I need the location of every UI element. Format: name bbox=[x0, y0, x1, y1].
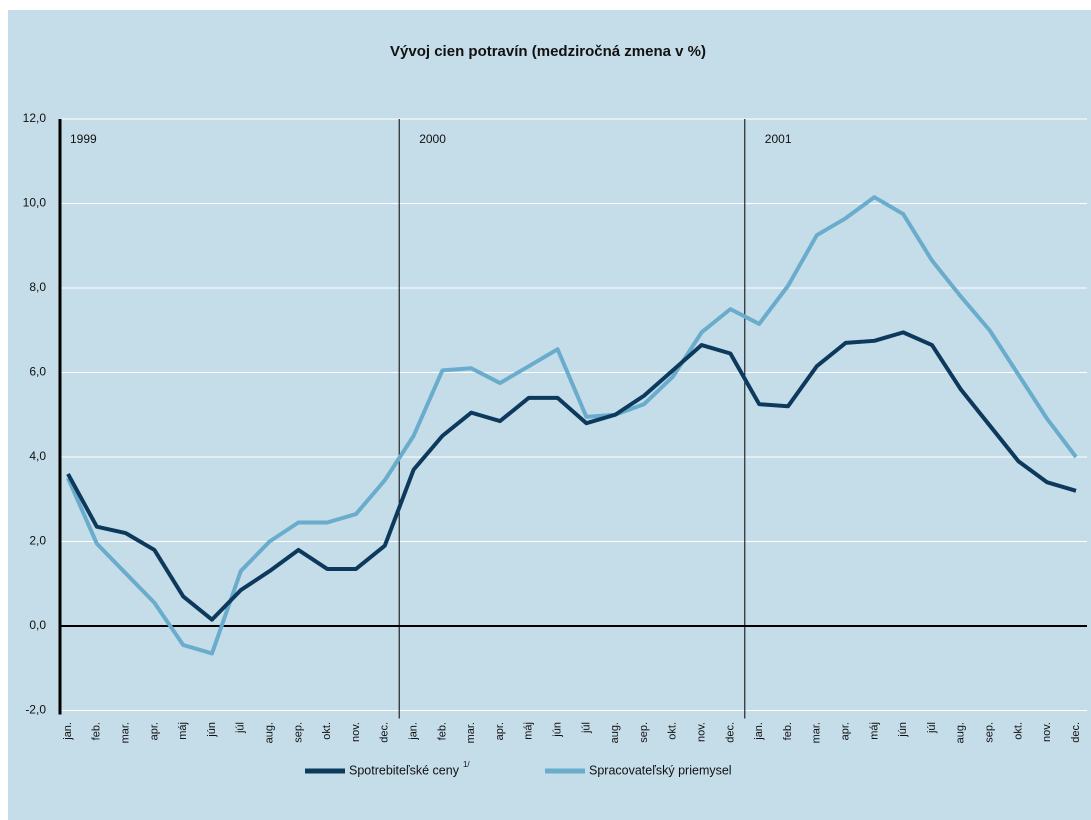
x-tick-label: dec. bbox=[724, 722, 736, 743]
x-tick-label: júl bbox=[926, 722, 938, 734]
x-tick-label: mar. bbox=[120, 722, 132, 743]
x-tick-label: nov. bbox=[696, 722, 708, 742]
series-line bbox=[66, 330, 1077, 622]
x-tick-label: jún bbox=[552, 722, 564, 738]
legend-label: Spotrebiteľské ceny bbox=[349, 763, 460, 777]
x-tick-label: jún bbox=[206, 722, 218, 738]
x-tick-label: nov. bbox=[350, 722, 362, 742]
year-label: 2000 bbox=[419, 132, 446, 146]
y-tick-label: 8,0 bbox=[29, 280, 46, 294]
x-tick-label: aug. bbox=[609, 722, 621, 743]
x-tick-label: sep. bbox=[292, 722, 304, 743]
panel bbox=[8, 10, 1091, 820]
x-tick-label: mar. bbox=[465, 722, 477, 743]
series-line bbox=[66, 195, 1078, 656]
x-tick-label: okt. bbox=[321, 722, 333, 740]
x-tick-label: jan. bbox=[753, 722, 765, 741]
x-tick-label: sep. bbox=[984, 722, 996, 743]
x-tick-label: máj bbox=[868, 722, 880, 740]
x-tick-label: okt. bbox=[1012, 722, 1024, 740]
x-tick-label: nov. bbox=[1041, 722, 1053, 742]
y-tick-label: 0,0 bbox=[29, 618, 46, 632]
y-tick-label: 6,0 bbox=[29, 365, 46, 379]
x-tick-label: feb. bbox=[91, 722, 103, 740]
x-tick-label: jan. bbox=[408, 722, 420, 741]
x-tick-label: mar. bbox=[811, 722, 823, 743]
x-tick-label: aug. bbox=[264, 722, 276, 743]
x-tick-label: feb. bbox=[782, 722, 794, 740]
y-tick-label: 2,0 bbox=[29, 534, 46, 548]
y-tick-label: 12,0 bbox=[23, 111, 47, 125]
x-tick-label: máj bbox=[523, 722, 535, 740]
x-tick-label: jún bbox=[897, 722, 909, 738]
x-tick-label: feb. bbox=[436, 722, 448, 740]
x-tick-label: apr. bbox=[840, 722, 852, 740]
x-tick-label: okt. bbox=[667, 722, 679, 740]
x-tick-label: júl bbox=[235, 722, 247, 734]
x-tick-label: máj bbox=[177, 722, 189, 740]
x-tick-label: apr. bbox=[148, 722, 160, 740]
y-tick-label: 10,0 bbox=[23, 196, 47, 210]
x-tick-label: apr. bbox=[494, 722, 506, 740]
chart-title: Vývoj cien potravín (medziročná zmena v … bbox=[390, 43, 706, 60]
legend-footnote: 1/ bbox=[463, 760, 470, 769]
legend-label: Spracovateľský priemysel bbox=[589, 763, 732, 777]
y-tick-label: 4,0 bbox=[29, 449, 46, 463]
x-tick-label: júl bbox=[580, 722, 592, 734]
y-tick-label: -2,0 bbox=[25, 703, 46, 717]
x-tick-label: dec. bbox=[379, 722, 391, 743]
year-label: 1999 bbox=[70, 132, 97, 146]
x-tick-label: jan. bbox=[62, 722, 74, 741]
year-label: 2001 bbox=[765, 132, 792, 146]
x-tick-label: sep. bbox=[638, 722, 650, 743]
x-tick-label: aug. bbox=[955, 722, 967, 743]
x-tick-label: dec. bbox=[1070, 722, 1082, 743]
